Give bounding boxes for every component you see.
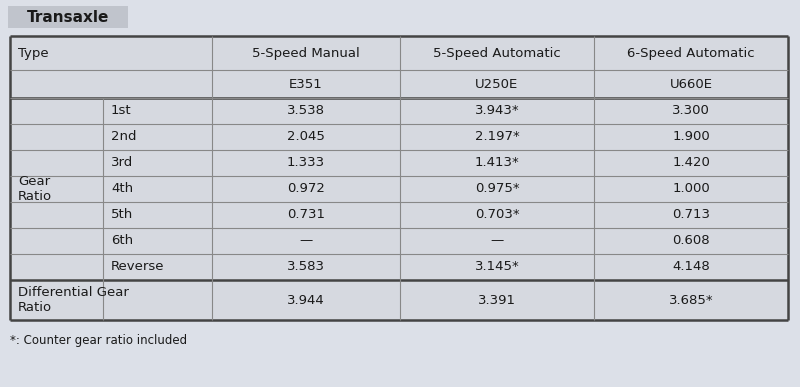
Text: 5-Speed Automatic: 5-Speed Automatic xyxy=(433,46,561,60)
Text: 1.900: 1.900 xyxy=(672,130,710,144)
Bar xyxy=(10,36,788,320)
Text: 4th: 4th xyxy=(111,183,133,195)
Text: 5th: 5th xyxy=(111,209,134,221)
Text: 1.000: 1.000 xyxy=(672,183,710,195)
Text: 3.538: 3.538 xyxy=(287,104,325,118)
Bar xyxy=(8,6,128,28)
Text: Gear
Ratio: Gear Ratio xyxy=(18,175,52,203)
Text: 3.685*: 3.685* xyxy=(669,293,714,307)
Text: U250E: U250E xyxy=(475,77,518,91)
Text: 2.197*: 2.197* xyxy=(474,130,519,144)
Text: 0.703*: 0.703* xyxy=(474,209,519,221)
Text: 3.300: 3.300 xyxy=(672,104,710,118)
Text: 0.972: 0.972 xyxy=(287,183,325,195)
Text: Transaxle: Transaxle xyxy=(27,10,109,24)
Text: 3.583: 3.583 xyxy=(287,260,325,274)
Text: 2.045: 2.045 xyxy=(287,130,325,144)
Text: 6th: 6th xyxy=(111,235,133,248)
Text: 3rd: 3rd xyxy=(111,156,134,170)
Text: 2nd: 2nd xyxy=(111,130,137,144)
Text: 0.975*: 0.975* xyxy=(474,183,519,195)
Text: 0.713: 0.713 xyxy=(672,209,710,221)
Text: —: — xyxy=(299,235,313,248)
Text: Differential Gear
Ratio: Differential Gear Ratio xyxy=(18,286,129,314)
Text: 1.420: 1.420 xyxy=(672,156,710,170)
Text: 4.148: 4.148 xyxy=(672,260,710,274)
Text: 1st: 1st xyxy=(111,104,132,118)
Text: 1.413*: 1.413* xyxy=(474,156,519,170)
Text: Reverse: Reverse xyxy=(111,260,165,274)
Text: 0.608: 0.608 xyxy=(672,235,710,248)
Text: 3.391: 3.391 xyxy=(478,293,516,307)
Text: Type: Type xyxy=(18,46,49,60)
Text: 3.943*: 3.943* xyxy=(474,104,519,118)
Text: 0.731: 0.731 xyxy=(287,209,325,221)
Text: 1.333: 1.333 xyxy=(287,156,325,170)
Text: 5-Speed Manual: 5-Speed Manual xyxy=(252,46,360,60)
Text: 6-Speed Automatic: 6-Speed Automatic xyxy=(627,46,755,60)
Text: —: — xyxy=(490,235,504,248)
Text: *: Counter gear ratio included: *: Counter gear ratio included xyxy=(10,334,187,347)
Text: U660E: U660E xyxy=(670,77,713,91)
Text: 3.145*: 3.145* xyxy=(474,260,519,274)
Text: 3.944: 3.944 xyxy=(287,293,325,307)
Text: E351: E351 xyxy=(289,77,323,91)
